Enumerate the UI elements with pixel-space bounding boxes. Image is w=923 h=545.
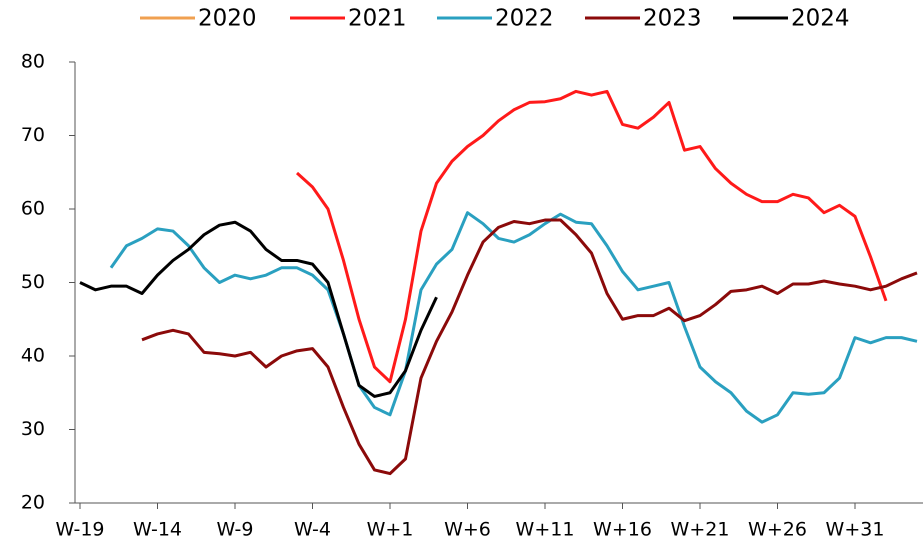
series-line bbox=[141, 218, 918, 476]
x-tick-label: W+31 bbox=[826, 519, 885, 541]
legend-label: 2024 bbox=[791, 6, 850, 32]
x-tick-label: W+26 bbox=[748, 519, 807, 541]
x-tick-label: W+6 bbox=[444, 519, 491, 541]
y-tick-label: 40 bbox=[21, 345, 45, 367]
x-tick-label: W+1 bbox=[367, 519, 414, 541]
legend-label: 2020 bbox=[198, 6, 257, 32]
y-tick-label: 80 bbox=[21, 51, 45, 73]
y-tick-label: 20 bbox=[21, 492, 45, 514]
x-tick-label: W-4 bbox=[294, 519, 331, 541]
x-tick-label: W-9 bbox=[217, 519, 254, 541]
y-tick-label: 50 bbox=[21, 271, 45, 293]
legend-label: 2021 bbox=[348, 6, 407, 32]
y-tick-label: 60 bbox=[21, 198, 45, 220]
x-tick-label: W+16 bbox=[593, 519, 652, 541]
series-line bbox=[79, 220, 438, 398]
series-line bbox=[295, 89, 888, 384]
legend-label: 2023 bbox=[643, 6, 702, 32]
series-line bbox=[109, 211, 918, 424]
x-tick-label: W+11 bbox=[516, 519, 575, 541]
x-tick-label: W-19 bbox=[55, 519, 104, 541]
y-tick-label: 70 bbox=[21, 124, 45, 146]
x-tick-label: W+21 bbox=[671, 519, 730, 541]
legend-label: 2022 bbox=[495, 6, 554, 32]
x-tick-label: W-14 bbox=[133, 519, 182, 541]
y-tick-label: 30 bbox=[21, 418, 45, 440]
